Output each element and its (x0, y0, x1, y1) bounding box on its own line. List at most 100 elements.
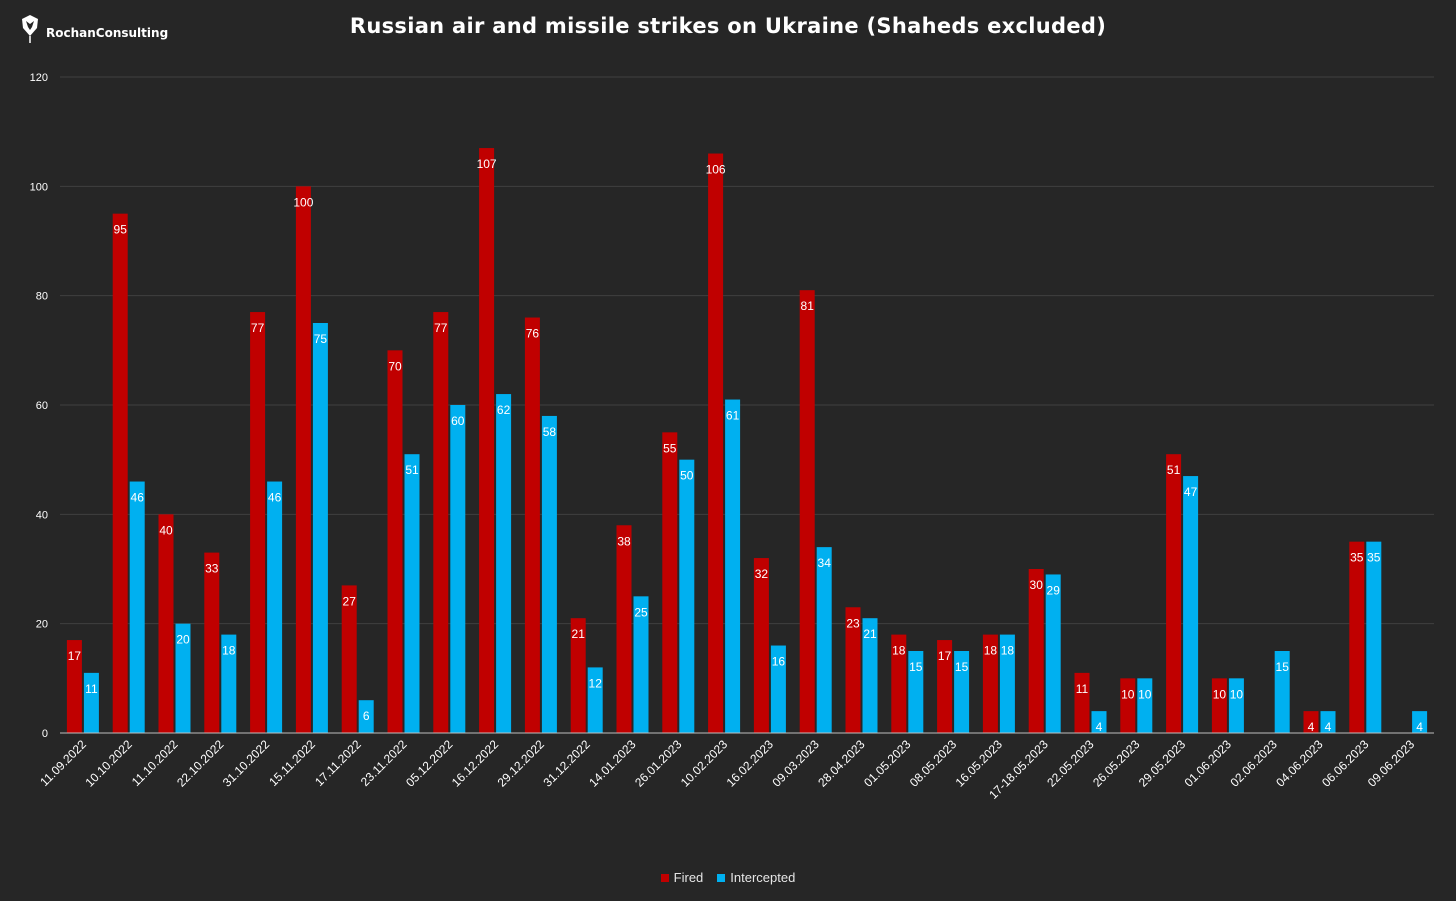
bar-fired (1074, 672, 1090, 733)
bar-fired (1303, 711, 1319, 733)
data-label-intercepted: 6 (363, 709, 370, 723)
x-tick-label: 29.05.2023 (1136, 737, 1189, 790)
data-label-intercepted: 50 (680, 469, 694, 483)
data-label-intercepted: 11 (85, 682, 98, 696)
x-tick-label: 09.03.2023 (769, 737, 822, 790)
data-label-fired: 100 (293, 195, 313, 209)
data-label-fired: 30 (1030, 578, 1044, 592)
data-label-fired: 35 (1350, 551, 1364, 565)
data-label-fired: 18 (892, 644, 906, 658)
x-tick-label: 09.06.2023 (1365, 737, 1418, 790)
bar-fired (845, 607, 861, 733)
bar-fired (479, 148, 495, 734)
x-tick-label: 14.01.2023 (586, 737, 639, 790)
data-label-intercepted: 18 (1001, 644, 1015, 658)
x-tick-label: 16.02.2023 (724, 737, 777, 790)
y-tick-label: 60 (36, 400, 48, 412)
data-label-fired: 70 (388, 359, 402, 373)
data-label-intercepted: 29 (1047, 583, 1061, 597)
bar-fired (753, 558, 769, 733)
data-label-intercepted: 46 (131, 491, 145, 505)
bar-intercepted (725, 399, 741, 733)
bar-fired (204, 552, 220, 733)
bar-intercepted (129, 481, 145, 733)
data-labels: 1711954640203318774610075276705177601076… (68, 157, 1424, 734)
x-tick-label: 04.06.2023 (1273, 737, 1326, 790)
data-label-fired: 17 (938, 649, 952, 663)
legend-label-intercepted: Intercepted (730, 870, 796, 885)
bar-fired (708, 153, 724, 734)
bar-fired (433, 312, 449, 733)
data-label-intercepted: 15 (909, 660, 923, 674)
bar-intercepted (358, 700, 374, 733)
data-label-fired: 51 (1167, 463, 1181, 477)
bar-fired (1028, 569, 1044, 733)
x-tick-label: 10.10.2022 (82, 737, 135, 790)
data-label-intercepted: 20 (176, 633, 190, 647)
data-label-intercepted: 51 (405, 463, 419, 477)
x-tick-label: 05.12.2022 (403, 737, 456, 790)
data-label-fired: 38 (617, 534, 631, 548)
data-label-intercepted: 62 (497, 403, 511, 417)
bar-fired (1120, 678, 1136, 733)
x-tick-label: 31.12.2022 (540, 737, 593, 790)
y-tick-label: 120 (30, 72, 48, 84)
bar-fired (295, 186, 311, 734)
legend-swatch-intercepted (717, 873, 726, 882)
data-label-intercepted: 25 (634, 605, 648, 619)
x-tick-label: 22.10.2022 (174, 737, 227, 790)
bar-intercepted (1228, 678, 1244, 733)
data-label-intercepted: 16 (772, 655, 786, 669)
data-label-fired: 21 (572, 627, 586, 641)
x-tick-label: 02.06.2023 (1227, 737, 1280, 790)
x-tick-label: 10.02.2023 (678, 737, 731, 790)
bar-fired (891, 634, 907, 733)
bar-intercepted (1137, 678, 1153, 733)
bar-fired (799, 290, 815, 733)
bar-fired (570, 618, 586, 733)
data-label-intercepted: 12 (589, 676, 603, 690)
bar-intercepted (312, 323, 328, 733)
bar-intercepted (221, 634, 237, 733)
data-label-intercepted: 4 (1096, 720, 1103, 734)
x-tick-label: 06.06.2023 (1319, 737, 1372, 790)
data-label-intercepted: 10 (1138, 687, 1152, 701)
y-tick-label: 20 (36, 619, 48, 631)
data-label-fired: 17 (68, 649, 82, 663)
x-tick-label: 01.05.2023 (861, 737, 914, 790)
x-tick-label: 31.10.2022 (220, 737, 273, 790)
data-label-fired: 32 (755, 567, 769, 581)
bar-intercepted (908, 651, 924, 733)
x-tick-label: 17.11.2022 (312, 737, 364, 789)
x-tick-label: 22.05.2023 (1044, 737, 1097, 790)
data-label-intercepted: 35 (1367, 551, 1381, 565)
bar-fired (662, 432, 678, 733)
data-label-fired: 33 (205, 562, 219, 576)
x-tick-label: 11.10.2022 (129, 737, 181, 789)
shield-eagle-logo-icon (22, 15, 38, 43)
legend: Fired Intercepted (0, 870, 1456, 885)
bar-intercepted (1366, 541, 1382, 733)
bar-intercepted (633, 596, 649, 733)
data-label-intercepted: 60 (451, 414, 465, 428)
data-label-intercepted: 46 (268, 491, 282, 505)
bar-intercepted (679, 459, 695, 733)
x-tick-label: 26.05.2023 (1090, 737, 1143, 790)
bar-fired (1166, 454, 1182, 733)
data-label-fired: 40 (159, 523, 173, 537)
data-label-intercepted: 34 (818, 556, 832, 570)
data-label-fired: 55 (663, 441, 677, 455)
x-tick-label: 08.05.2023 (907, 737, 960, 790)
bars (66, 148, 1428, 734)
y-tick-label: 80 (36, 291, 48, 303)
x-tick-label: 16.12.2022 (449, 737, 502, 790)
bar-intercepted (496, 394, 512, 733)
bar-fired (1349, 541, 1365, 733)
data-label-intercepted: 47 (1184, 485, 1198, 499)
bar-fired (250, 312, 266, 733)
data-label-fired: 77 (251, 321, 265, 335)
data-label-intercepted: 61 (726, 409, 740, 423)
bar-intercepted (267, 481, 283, 733)
data-label-fired: 95 (114, 223, 128, 237)
